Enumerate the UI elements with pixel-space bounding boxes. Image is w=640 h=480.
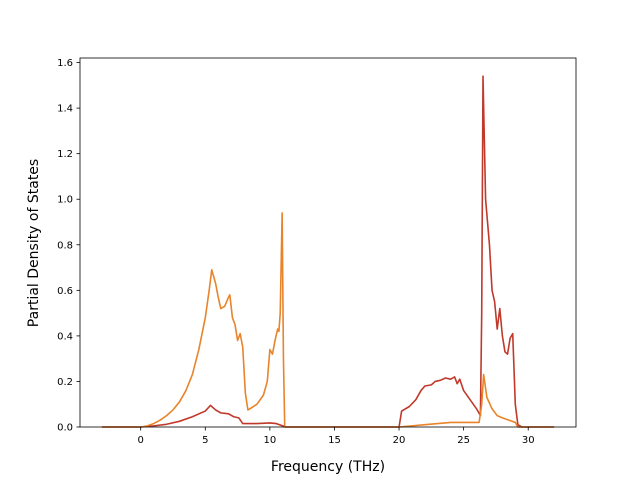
y-tick-label: 1.6 xyxy=(57,58,73,69)
y-tick-label: 0.0 xyxy=(57,423,73,434)
x-tick-label: 20 xyxy=(393,435,406,446)
y-axis-label: Partial Density of States xyxy=(26,159,42,327)
x-tick-label: 5 xyxy=(202,435,208,446)
x-tick-label: 10 xyxy=(264,435,277,446)
plot-frame xyxy=(79,57,577,428)
x-axis-label: Frequency (THz) xyxy=(271,459,385,475)
series-line-2 xyxy=(101,212,555,428)
y-axis-ticks: 0.0 0.2 0.4 0.6 0.8 1.0 1.2 1.4 1.6 xyxy=(57,58,80,434)
y-tick-label: 1.2 xyxy=(57,149,73,160)
y-tick-label: 0.6 xyxy=(57,286,73,297)
y-tick-label: 1.0 xyxy=(57,195,73,206)
x-tick-label: 0 xyxy=(138,435,144,446)
x-axis-ticks: 0 5 10 15 20 25 30 xyxy=(138,427,535,446)
x-tick-label: 30 xyxy=(522,435,535,446)
y-tick-label: 0.8 xyxy=(57,240,73,251)
y-tick-label: 0.2 xyxy=(57,377,73,388)
y-tick-label: 1.4 xyxy=(57,104,73,115)
x-tick-label: 25 xyxy=(457,435,470,446)
series-line-1 xyxy=(101,75,555,428)
series-layer xyxy=(101,75,555,428)
y-tick-label: 0.4 xyxy=(57,331,73,342)
x-tick-label: 15 xyxy=(328,435,341,446)
